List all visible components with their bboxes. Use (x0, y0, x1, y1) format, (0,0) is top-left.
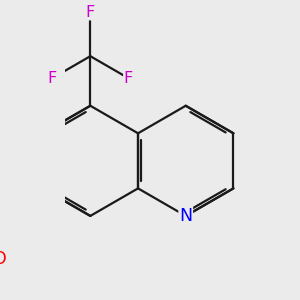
Text: O: O (0, 250, 7, 268)
Text: F: F (86, 4, 95, 20)
Text: F: F (124, 71, 133, 86)
Text: F: F (47, 71, 57, 86)
Text: N: N (179, 207, 192, 225)
